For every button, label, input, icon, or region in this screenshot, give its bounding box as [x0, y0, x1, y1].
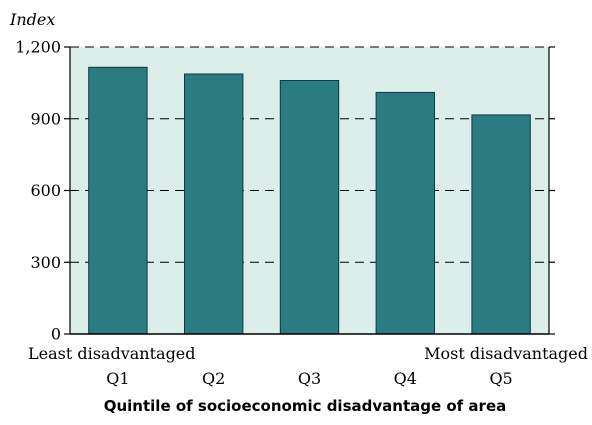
bar-q5: [471, 114, 531, 335]
x-category-label-q1: Q1: [106, 369, 129, 388]
y-tick-label-1: 300: [30, 253, 61, 272]
x-category-label-q2: Q2: [202, 369, 225, 388]
y-tick-label-4: 1,200: [15, 38, 61, 57]
y-axis-unit-label: Index: [9, 10, 55, 29]
bar-q3: [279, 80, 340, 335]
bar-q2: [184, 73, 244, 335]
gridlines: [70, 118, 549, 263]
y-axis-ticks: 0 300 600 900 1,200: [15, 38, 555, 344]
y-tick-label-2: 600: [30, 181, 61, 200]
x-axis-title: Quintile of socioeconomic disadvantage o…: [104, 397, 507, 415]
y-tick-label-3: 900: [30, 109, 61, 128]
x-axis-categories: Q1 Q2 Q3 Q4 Q5: [106, 369, 512, 388]
x-category-label-q4: Q4: [394, 369, 417, 388]
bar-q4: [375, 91, 436, 335]
bar-q1: [88, 66, 148, 335]
y-tick-label-0: 0: [51, 325, 61, 344]
x-axis-right-end-label: Most disadvantaged: [424, 344, 588, 363]
x-category-label-q5: Q5: [489, 369, 512, 388]
x-category-label-q3: Q3: [298, 369, 321, 388]
x-axis-left-end-label: Least disadvantaged: [28, 344, 196, 363]
